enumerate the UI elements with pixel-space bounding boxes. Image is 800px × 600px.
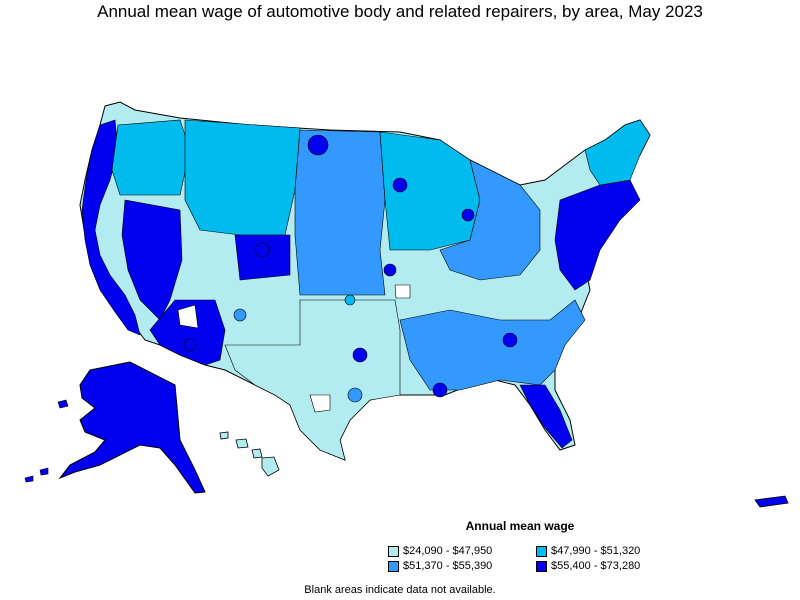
legend-label-2: $51,370 - $55,390 (403, 560, 493, 572)
new-england-region (584, 119, 651, 186)
blank-area-texas (309, 394, 331, 413)
legend-swatch-2 (388, 560, 399, 572)
footnote: Blank areas indicate data not available. (304, 584, 496, 596)
metro-denver (254, 242, 270, 258)
legend-item-1: $24,090 - $47,950 (388, 545, 492, 557)
metro-kansas-city (383, 263, 397, 277)
legend-swatch-3 (536, 545, 547, 557)
mountain-region (184, 119, 301, 236)
florida-region (519, 384, 573, 449)
metro-north-dakota (307, 134, 329, 156)
metro-albuquerque (233, 308, 247, 322)
legend-swatch-4 (536, 560, 547, 572)
legend-item-2: $51,370 - $55,390 (388, 560, 492, 572)
texas-region (224, 299, 401, 461)
metro-chicago (461, 208, 475, 222)
metro-atlanta (502, 332, 518, 348)
legend-item-4: $55,400 - $73,280 (536, 560, 640, 572)
west-coast-region (81, 119, 141, 336)
legend-label-4: $55,400 - $73,280 (551, 560, 641, 572)
colorado-region (234, 234, 291, 281)
northwest-region (111, 119, 191, 196)
legend-label-1: $24,090 - $47,950 (403, 545, 493, 557)
metro-houston (347, 387, 363, 403)
alaska (58, 361, 206, 494)
legend-title: Annual mean wage (465, 519, 575, 533)
metro-phoenix (183, 338, 197, 352)
alaska-islands (24, 399, 69, 483)
legend-label-3: $47,990 - $51,320 (551, 545, 641, 557)
plains-region (294, 129, 386, 296)
legend-swatch-1 (388, 545, 399, 557)
blank-area-missouri (394, 284, 411, 299)
hawaii (219, 431, 280, 477)
upper-midwest-region (379, 131, 481, 251)
metro-minneapolis (392, 177, 408, 193)
map-title: Annual mean wage of automotive body and … (97, 2, 703, 21)
puerto-rico (754, 495, 789, 508)
legend-item-3: $47,990 - $51,320 (536, 545, 640, 557)
metro-dallas (352, 347, 368, 363)
metro-oklahoma-city (344, 294, 356, 306)
metro-new-orleans (432, 382, 448, 398)
great-lakes-region (439, 159, 541, 281)
blank-area-southwest (177, 304, 199, 329)
arizona-region (149, 299, 226, 366)
